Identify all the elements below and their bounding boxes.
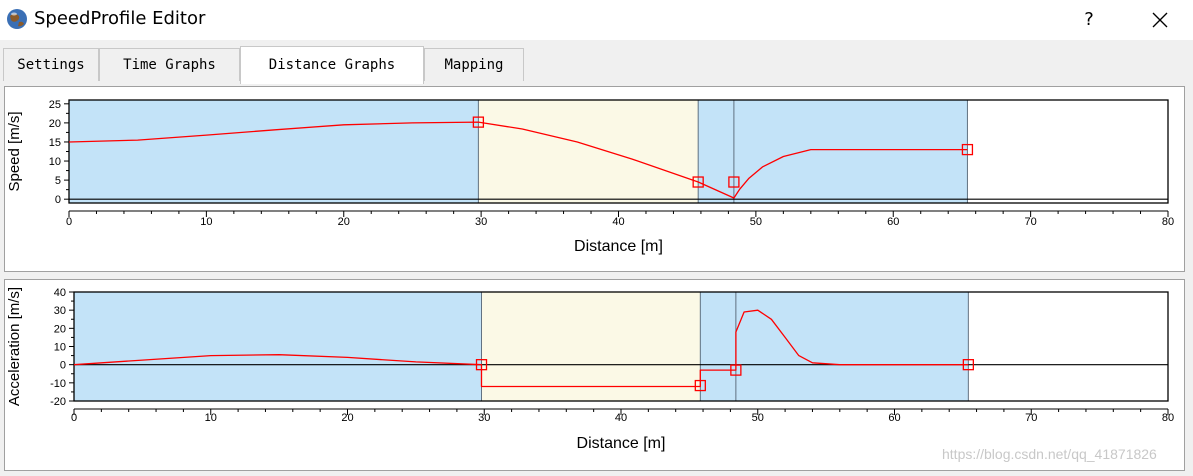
speed-y-tick-label: 0	[55, 194, 61, 206]
acceleration-x-tick-label: 20	[341, 412, 353, 424]
acceleration-y-tick-label: -20	[50, 396, 66, 408]
speed-y-axis-label: Speed [m/s]	[6, 111, 23, 191]
acceleration-y-tick-label: 40	[54, 287, 66, 299]
speed-y-tick-label: 25	[49, 99, 61, 111]
speed-x-tick-label: 60	[887, 216, 899, 228]
speed-control-point	[692, 176, 704, 188]
acceleration-x-tick-label: 80	[1162, 412, 1174, 424]
acceleration-x-tick-label: 0	[71, 412, 77, 424]
speed-region-2	[698, 100, 734, 203]
speed-region-0	[69, 100, 479, 203]
speed-chart[interactable]: 0 5 10 15 20 25 0 10 20 30 40 50 60 70 80 Distance [m] S…	[5, 87, 1184, 271]
speed-region-1	[478, 100, 699, 203]
close-icon[interactable]	[1142, 6, 1176, 34]
tab-bar: Settings Time Graphs Distance Graphs Map…	[0, 40, 1193, 84]
acceleration-control-point	[962, 359, 974, 371]
speed-x-tick-label: 70	[1025, 216, 1037, 228]
acceleration-x-tick-label: 60	[888, 412, 900, 424]
speed-y-tick-label: 15	[49, 137, 61, 149]
speed-x-axis-label: Distance [m]	[574, 238, 663, 255]
acceleration-x-tick-label: 50	[752, 412, 764, 424]
acceleration-y-tick-label: 0	[60, 360, 66, 372]
acceleration-chart[interactable]: -20 -10 0 10 20 30 40 0 10 20 30 40 50 60 70 80 Distance…	[5, 280, 1184, 470]
acceleration-region-2	[700, 292, 736, 401]
acceleration-x-tick-label: 30	[478, 412, 490, 424]
watermark: https://blog.csdn.net/qq_41871826	[942, 446, 1157, 462]
acceleration-x-tick-label: 10	[205, 412, 217, 424]
speed-y-tick-label: 5	[55, 175, 61, 187]
speed-curve-0	[68, 121, 968, 199]
acceleration-y-axis-label: Acceleration [m/s]	[6, 287, 23, 406]
acceleration-control-point	[730, 364, 742, 376]
acceleration-y-tick-label: 20	[54, 323, 66, 335]
speed-control-point	[472, 116, 485, 128]
speed-x-tick-label: 30	[475, 216, 487, 228]
acceleration-y-tick-label: 10	[54, 342, 66, 354]
speed-y-tick-label: 10	[49, 156, 61, 168]
acceleration-x-axis-label: Distance [m]	[577, 435, 666, 452]
speed-x-tick-label: 80	[1162, 216, 1174, 228]
acceleration-region-3	[735, 292, 969, 401]
acceleration-y-tick-label: -10	[50, 378, 66, 390]
window-title: SpeedProfile Editor	[34, 8, 206, 29]
acceleration-y-tick-label: 30	[54, 305, 66, 317]
speed-y-tick-label: 20	[49, 118, 61, 130]
acceleration-region-1	[481, 292, 701, 401]
speed-control-point	[961, 143, 974, 156]
speed-control-point	[728, 176, 740, 188]
speed-chart-panel: 0 5 10 15 20 25 0 10 20 30 40 50 60 70 80 Distance [m] S…	[4, 86, 1185, 272]
speed-x-tick-label: 40	[612, 216, 624, 228]
tab-settings[interactable]: Settings	[3, 48, 99, 81]
distance-graphs-content: 0 5 10 15 20 25 0 10 20 30 40 50 60 70 80 Distance [m] S…	[0, 84, 1193, 476]
help-button[interactable]: ?	[1084, 9, 1094, 30]
acceleration-control-point	[694, 379, 706, 392]
speed-x-tick-label: 10	[200, 216, 212, 228]
tab-distance-graphs[interactable]: Distance Graphs	[240, 46, 424, 84]
acceleration-x-tick-label: 40	[615, 412, 627, 424]
speed-x-tick-label: 50	[750, 216, 762, 228]
globe-app-icon	[7, 9, 27, 29]
acceleration-curve-0	[73, 309, 969, 388]
acceleration-region-0	[74, 292, 482, 401]
acceleration-x-tick-label: 70	[1025, 412, 1037, 424]
tab-mapping[interactable]: Mapping	[424, 48, 524, 81]
speed-region-3	[733, 100, 968, 203]
speed-x-tick-label: 20	[338, 216, 350, 228]
acceleration-control-point	[475, 359, 488, 371]
speed-x-tick-label: 0	[66, 216, 72, 228]
title-bar: SpeedProfile Editor ?	[0, 0, 1193, 40]
acceleration-chart-panel: -20 -10 0 10 20 30 40 0 10 20 30 40 50 60 70 80 Distance…	[4, 279, 1185, 471]
tab-time-graphs[interactable]: Time Graphs	[99, 48, 240, 81]
